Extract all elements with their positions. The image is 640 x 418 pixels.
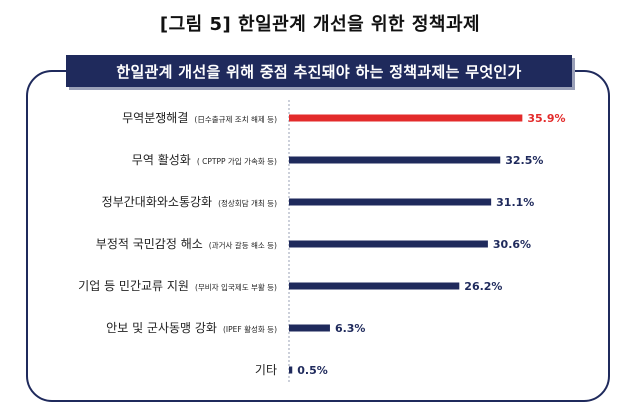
bar [289, 366, 293, 374]
value-label: 30.6% [493, 238, 531, 251]
category-label: 무역분쟁해결 (日수출규제 조치 해제 등) [122, 111, 277, 125]
bar [289, 324, 330, 332]
chart-title: 한일관계 개선을 위해 중점 추진돼야 하는 정책과제는 무엇인가 [66, 55, 572, 87]
bar [289, 156, 501, 164]
figure-title: [그림 5] 한일관계 개선을 위한 정책과제 [159, 14, 481, 35]
value-label: 31.1% [496, 196, 534, 209]
value-label: 26.2% [464, 280, 502, 293]
category-label: 부정적 국민감정 해소 (과거사 갈등 해소 등) [96, 237, 277, 251]
category-label: 무역 활성화( CPTPP 가입 가속화 등) [132, 153, 277, 167]
category-label: 기업 등 민간교류 지원 (무비자 입국제도 부활 등) [78, 279, 277, 293]
bar [289, 282, 460, 290]
value-label: 6.3% [335, 322, 366, 335]
bar [289, 240, 488, 248]
chart-frame [26, 70, 610, 402]
category-label: 기타 [255, 363, 277, 377]
bar [289, 198, 492, 206]
category-label: 정부간대화와소통강화 (정상회담 개최 등) [102, 195, 277, 209]
category-label: 안보 및 군사동맹 강화 (IPEF 활성화 등) [106, 321, 277, 335]
bar [289, 114, 523, 122]
value-label: 35.9% [527, 112, 565, 125]
value-label: 32.5% [505, 154, 543, 167]
value-label: 0.5% [297, 364, 328, 377]
